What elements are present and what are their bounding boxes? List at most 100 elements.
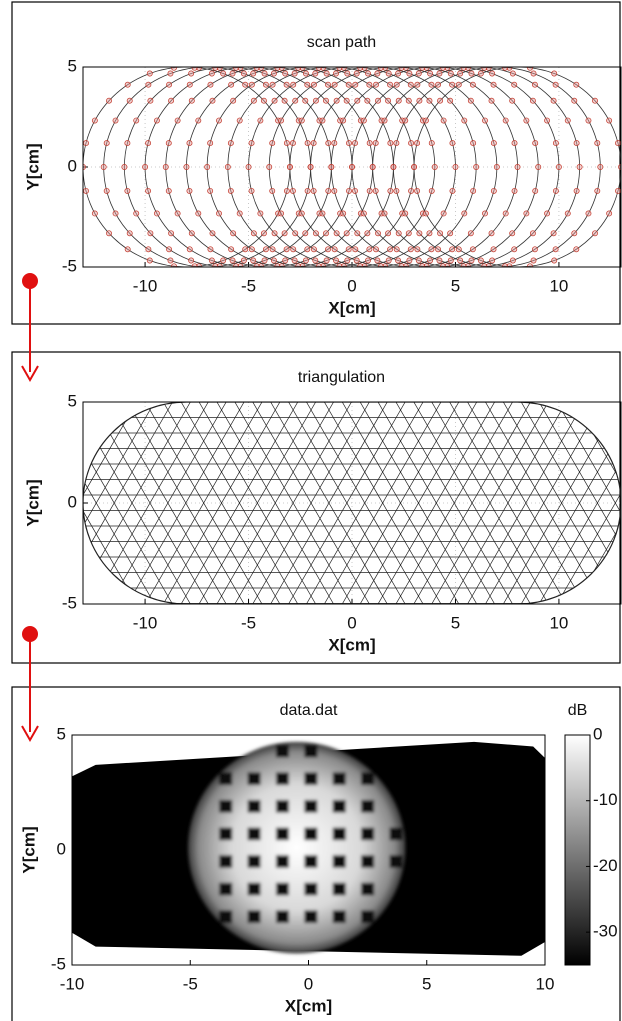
- scan-point: [283, 71, 288, 76]
- x-tick-label: -10: [133, 613, 158, 632]
- scan-point: [586, 211, 591, 216]
- scan-point: [354, 258, 359, 263]
- scan-point: [491, 188, 496, 193]
- scan-point: [344, 98, 349, 103]
- scan-point: [482, 264, 487, 269]
- scan-point: [134, 118, 139, 123]
- scan-point: [127, 231, 132, 236]
- spot-hole: [361, 828, 374, 841]
- scan-point: [261, 231, 266, 236]
- scan-point: [435, 82, 440, 87]
- x-tick-label: 5: [451, 613, 460, 632]
- y-tick-label: 0: [68, 492, 77, 511]
- scan-point: [532, 82, 537, 87]
- spot-hole: [333, 855, 346, 868]
- scan-point: [355, 231, 360, 236]
- scan-point: [515, 164, 520, 169]
- scan-point: [189, 231, 194, 236]
- scan-point: [437, 98, 442, 103]
- spot-hole: [304, 883, 317, 896]
- scan-point: [456, 82, 461, 87]
- scan-point: [403, 118, 408, 123]
- scan-point: [461, 264, 466, 269]
- scan-point: [450, 188, 455, 193]
- scan-point: [386, 71, 391, 76]
- scan-point: [399, 264, 404, 269]
- scan-point: [361, 118, 366, 123]
- scan-point: [615, 188, 620, 193]
- scan-point: [429, 247, 434, 252]
- scan-point: [423, 118, 428, 123]
- spot-hole: [333, 800, 346, 813]
- scan-point: [533, 140, 538, 145]
- scan-point: [470, 82, 475, 87]
- scan-point: [411, 164, 416, 169]
- scan-point: [326, 188, 331, 193]
- scan-point: [482, 118, 487, 123]
- spot-hole: [333, 910, 346, 923]
- scan-point: [494, 164, 499, 169]
- scan-point: [448, 71, 453, 76]
- scan-point: [282, 98, 287, 103]
- y-tick-label: 5: [68, 391, 77, 410]
- scan-point: [469, 258, 474, 263]
- scan-point: [448, 258, 453, 263]
- scan-point: [386, 258, 391, 263]
- scan-point: [415, 247, 420, 252]
- scan-point: [92, 211, 97, 216]
- plot-area: [72, 742, 545, 956]
- scan-point: [450, 140, 455, 145]
- scan-point: [147, 258, 152, 263]
- axes: -10-50510-505scan pathX[cm]Y[cm]: [23, 34, 622, 317]
- scan-point: [429, 140, 434, 145]
- spot-hole: [248, 800, 261, 813]
- scan-point: [258, 211, 263, 216]
- plot-area: [0, 402, 622, 604]
- scan-point: [292, 71, 297, 76]
- x-tick-label: -5: [183, 974, 198, 993]
- x-tick-label: 10: [549, 613, 568, 632]
- scan-point: [196, 118, 201, 123]
- scan-point: [237, 211, 242, 216]
- spot-hole: [361, 910, 374, 923]
- scan-point: [440, 264, 445, 269]
- spot-hole: [276, 745, 289, 758]
- scan-point: [429, 188, 434, 193]
- scan-point: [225, 164, 230, 169]
- scan-point: [287, 164, 292, 169]
- scan-point: [262, 71, 267, 76]
- scan-point: [527, 264, 532, 269]
- spot-hole: [390, 855, 403, 868]
- scan-point: [230, 258, 235, 263]
- scan-point: [408, 82, 413, 87]
- scan-point: [453, 164, 458, 169]
- spot-hole: [304, 800, 317, 813]
- scan-point: [382, 211, 387, 216]
- scan-point: [296, 65, 301, 70]
- scan-point: [221, 71, 226, 76]
- scan-point: [125, 188, 130, 193]
- scan-point: [323, 98, 328, 103]
- scan-point: [394, 188, 399, 193]
- scan-point: [254, 65, 259, 70]
- scan-point: [305, 82, 310, 87]
- scan-point: [175, 211, 180, 216]
- spot-hole: [248, 828, 261, 841]
- scan-point: [478, 258, 483, 263]
- scan-point: [385, 231, 390, 236]
- scan-point: [210, 98, 215, 103]
- scan-point: [373, 82, 378, 87]
- scan-point: [346, 140, 351, 145]
- colorbar-tick-label: 0: [593, 724, 602, 743]
- scan-point: [595, 140, 600, 145]
- scan-point: [462, 211, 467, 216]
- scan-point: [213, 264, 218, 269]
- scan-point: [415, 82, 420, 87]
- x-axis-label: X[cm]: [285, 996, 332, 1015]
- scan-point: [189, 71, 194, 76]
- scan-point: [292, 258, 297, 263]
- scan-point: [536, 164, 541, 169]
- scan-point: [396, 98, 401, 103]
- scan-point: [251, 231, 256, 236]
- scan-point: [607, 118, 612, 123]
